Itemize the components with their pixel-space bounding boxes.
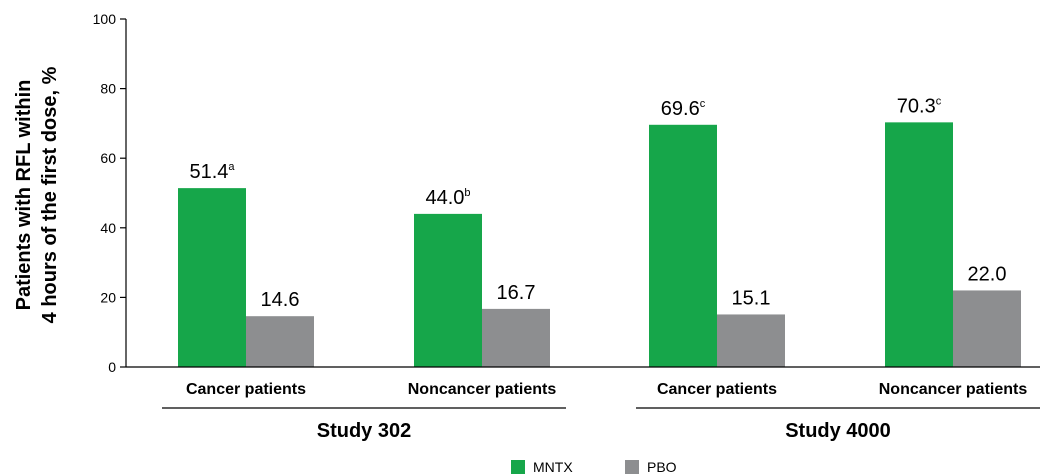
data-label-superscript: c (700, 98, 706, 110)
legend: MNTX PBO (511, 459, 677, 475)
legend-swatch-mntx (511, 460, 525, 474)
category-label: Cancer patients (657, 381, 777, 398)
bar-pbo (953, 290, 1021, 367)
study-groups: Study 302 Study 4000 (162, 407, 1040, 442)
data-label-value: 70.3 (897, 95, 936, 117)
y-tick-label: 100 (93, 11, 117, 27)
data-label-superscript: c (936, 95, 942, 107)
x-axis: Cancer patients Noncancer patients Cancer … (126, 366, 1040, 398)
data-label-value: 15.1 (732, 287, 771, 309)
data-label-value: 22.0 (968, 263, 1007, 285)
y-axis-title: Patients with RFL within 4 hours of the f… (13, 66, 61, 323)
y-tick-label: 80 (100, 81, 116, 97)
bar-pbo (482, 308, 550, 367)
data-label-mntx: 44.0b (425, 187, 470, 209)
bar-mntx (414, 213, 482, 367)
data-label-value: 69.6 (661, 98, 700, 120)
category-label: Noncancer patients (879, 381, 1028, 398)
category-label: Cancer patients (186, 381, 306, 398)
data-label-mntx: 70.3c (897, 95, 942, 117)
data-label-value: 44.0 (425, 187, 464, 209)
bar-pbo (717, 314, 785, 367)
y-tick-label: 60 (100, 150, 116, 166)
bar-mntx (885, 122, 953, 367)
y-axis-title-line: Patients with RFL within (13, 80, 35, 311)
bar-mntx (178, 188, 246, 367)
legend-label-mntx: MNTX (533, 459, 573, 475)
data-label-superscript: b (464, 187, 470, 199)
legend-swatch-pbo (625, 460, 639, 474)
data-label-value: 16.7 (497, 282, 536, 304)
y-axis-title-line: 4 hours of the first dose, % (39, 66, 61, 323)
data-label-value: 51.4 (189, 161, 228, 183)
data-label-pbo: 16.7 (497, 282, 536, 304)
y-axis-title-text: Patients with RFL within 4 hours of the f… (13, 66, 61, 323)
y-tick-label: 0 (108, 359, 116, 375)
data-label-value: 14.6 (261, 289, 300, 311)
bar-mntx (649, 124, 717, 368)
category-label: Noncancer patients (408, 381, 557, 398)
data-label-pbo: 14.6 (261, 289, 300, 311)
data-label-pbo: 15.1 (732, 287, 771, 309)
bar-pbo (246, 316, 314, 367)
bars (178, 122, 1021, 368)
y-tick-label: 20 (100, 289, 116, 305)
data-label-superscript: a (228, 161, 235, 173)
group-label: Study 4000 (785, 420, 891, 442)
y-tick-label: 40 (100, 220, 116, 236)
y-axis: 0 20 40 60 80 100 (93, 11, 127, 375)
group-label: Study 302 (317, 420, 411, 442)
data-label-mntx: 51.4a (189, 161, 235, 183)
legend-label-pbo: PBO (647, 459, 677, 475)
data-label-pbo: 22.0 (968, 263, 1007, 285)
data-label-mntx: 69.6c (661, 98, 706, 120)
